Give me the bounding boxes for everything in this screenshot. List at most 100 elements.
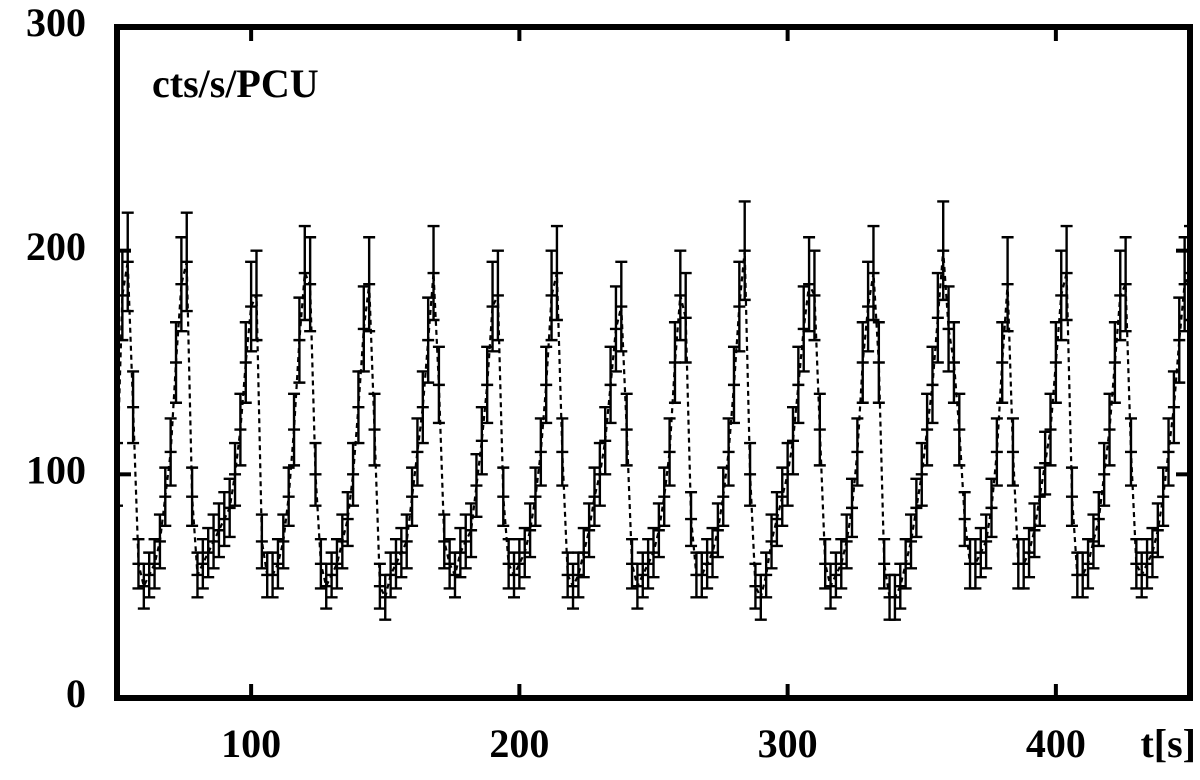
error-bar (153, 513, 166, 570)
error-bar (229, 441, 242, 507)
error-bar (727, 345, 740, 425)
error-bar (117, 249, 129, 342)
error-bar (953, 392, 966, 467)
error-bar (368, 392, 381, 467)
error-bar (679, 271, 692, 364)
error-bar (245, 260, 258, 353)
error-bar (1173, 296, 1186, 384)
error-bar (497, 466, 510, 527)
annotation: cts/s/PCU (152, 61, 319, 106)
y-tick-label: 300 (26, 0, 86, 45)
error-bar (164, 417, 177, 487)
error-bar (357, 285, 370, 373)
error-bar (545, 249, 558, 342)
error-bar (363, 236, 376, 333)
error-bar (1076, 551, 1089, 599)
error-bar (491, 249, 504, 342)
error-bar (583, 502, 596, 559)
x-tick-label: 300 (758, 721, 818, 766)
error-bar (878, 537, 891, 590)
error-bar (1017, 537, 1030, 590)
error-bar (674, 249, 687, 342)
error-bar (207, 513, 220, 570)
error-bar (330, 537, 343, 590)
error-bar (974, 526, 987, 579)
error-bar (776, 466, 789, 527)
error-bar (255, 513, 268, 570)
error-bar (706, 526, 719, 579)
error-bar (137, 562, 150, 610)
error-bar (1146, 526, 1159, 579)
error-bar (1124, 417, 1137, 487)
error-bar (384, 551, 397, 599)
x-tick-label: 400 (1026, 721, 1086, 766)
error-bar (427, 224, 440, 322)
error-bar (958, 491, 971, 548)
error-bar (786, 406, 799, 476)
error-bar (400, 513, 413, 570)
error-bar (749, 562, 762, 610)
error-bar (1157, 466, 1170, 527)
error-bar (202, 526, 215, 579)
error-bar (127, 370, 140, 445)
error-bar (170, 321, 183, 404)
error-bar (1001, 236, 1014, 333)
error-bar (561, 551, 574, 599)
error-bar (760, 551, 773, 599)
error-bar (567, 562, 580, 610)
error-bar (293, 296, 306, 384)
error-bar (915, 441, 928, 507)
error-bar (631, 562, 644, 610)
x-tick-label: 200 (489, 721, 549, 766)
error-bar (829, 551, 842, 599)
error-bar (921, 392, 934, 467)
error-bar (926, 345, 939, 425)
error-bar (685, 491, 698, 548)
error-bar (905, 513, 918, 570)
error-bar (711, 502, 724, 559)
error-bar (813, 392, 826, 467)
error-bar (239, 321, 252, 404)
error-bar (411, 417, 424, 487)
error-bar (325, 551, 338, 599)
error-bar (223, 477, 236, 539)
error-bar (1098, 441, 1111, 507)
error-bar (320, 562, 333, 610)
error-bar (663, 417, 676, 487)
y-tick-label: 200 (26, 224, 86, 269)
error-bar (143, 551, 156, 599)
error-bar (282, 466, 295, 527)
error-bar (218, 491, 231, 548)
error-bar (191, 551, 204, 599)
error-bar (277, 513, 290, 570)
error-bar (1028, 502, 1041, 559)
error-bar (175, 236, 188, 333)
error-bar (588, 466, 601, 527)
error-bar (159, 466, 172, 527)
error-bar (620, 392, 633, 467)
error-bar (872, 321, 885, 404)
error-bar (1178, 236, 1190, 333)
error-bar (288, 392, 301, 467)
error-bar (770, 491, 783, 548)
error-bar (1151, 502, 1164, 559)
error-bar (121, 211, 134, 313)
error-bar (502, 537, 515, 590)
error-bar (636, 551, 649, 599)
error-bar (1092, 491, 1105, 548)
error-bar (556, 417, 569, 487)
error-bar (792, 345, 805, 425)
plot-frame (114, 24, 1193, 701)
x-tick-label: 100 (221, 721, 281, 766)
error-bar (180, 211, 193, 313)
error-bar (422, 296, 435, 384)
y-tick-label: 100 (26, 448, 86, 493)
error-bar (1049, 321, 1062, 404)
error-bar (1060, 224, 1073, 322)
error-bar (942, 285, 955, 373)
error-bar (572, 551, 585, 599)
error-bar (733, 260, 746, 353)
error-bar (1087, 513, 1100, 570)
error-bar (797, 285, 810, 373)
error-bar (862, 260, 875, 353)
